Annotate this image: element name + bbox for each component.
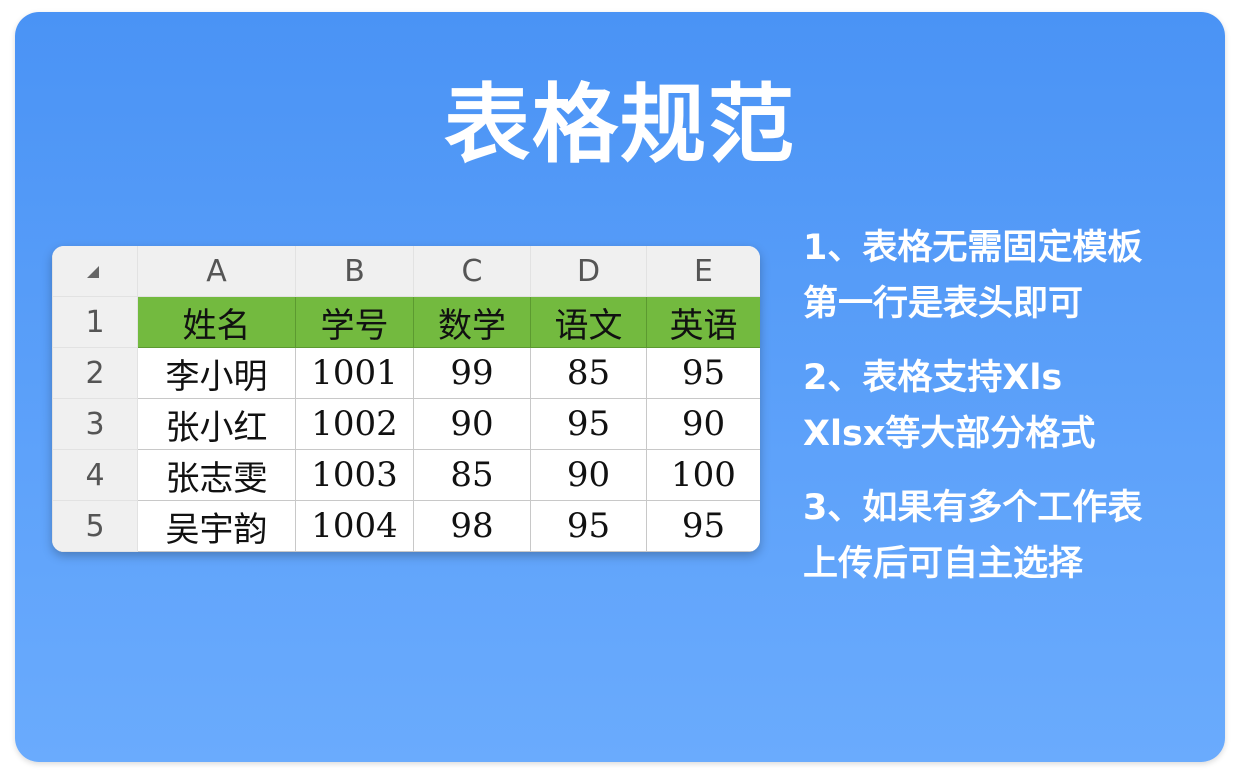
table-cell[interactable]: 1003 xyxy=(295,449,414,501)
note-item: 1、表格无需固定模板 第一行是表头即可 xyxy=(803,220,1142,332)
select-all-triangle-icon xyxy=(87,266,99,278)
header-cell[interactable]: 英语 xyxy=(646,296,760,348)
table-row: 4 张志雯 1003 85 90 100 xyxy=(52,449,760,501)
table-cell[interactable]: 95 xyxy=(646,500,760,552)
note-line: 上传后可自主选择 xyxy=(803,544,1084,584)
spreadsheet-preview: A B C D E 1 姓名 学号 数学 语文 英语 2 李小明 1001 99 85 95 3 张小红 1… xyxy=(52,246,760,552)
spreadsheet-table: A B C D E 1 姓名 学号 数学 语文 英语 2 李小明 1001 99 85 95 3 张小红 1… xyxy=(52,246,760,552)
table-cell[interactable]: 95 xyxy=(530,398,647,450)
table-cell[interactable]: 张小红 xyxy=(137,398,296,450)
note-line: 3、如果有多个工作表 xyxy=(803,488,1143,528)
column-header-row: A B C D E xyxy=(52,246,760,297)
table-cell[interactable]: 1002 xyxy=(295,398,414,450)
column-header[interactable]: E xyxy=(646,246,760,297)
table-cell[interactable]: 99 xyxy=(413,347,531,399)
table-cell[interactable]: 90 xyxy=(646,398,760,450)
row-number[interactable]: 5 xyxy=(52,500,138,552)
note-line: 第一行是表头即可 xyxy=(803,284,1084,324)
table-cell[interactable]: 张志雯 xyxy=(137,449,296,501)
table-row: 5 吴宇韵 1004 98 95 95 xyxy=(52,500,760,552)
page-title: 表格规范 xyxy=(444,75,796,175)
note-line: Xlsx等大部分格式 xyxy=(803,414,1096,454)
note-line: 1、表格无需固定模板 xyxy=(803,228,1143,268)
table-cell[interactable]: 90 xyxy=(530,449,647,501)
row-number[interactable]: 1 xyxy=(52,296,138,348)
table-cell[interactable]: 90 xyxy=(413,398,531,450)
header-cell[interactable]: 学号 xyxy=(295,296,414,348)
select-all-corner[interactable] xyxy=(52,246,138,297)
table-cell[interactable]: 85 xyxy=(530,347,647,399)
table-row: 2 李小明 1001 99 85 95 xyxy=(52,347,760,399)
row-number[interactable]: 3 xyxy=(52,398,138,450)
table-cell[interactable]: 1004 xyxy=(295,500,414,552)
table-cell[interactable]: 吴宇韵 xyxy=(137,500,296,552)
table-cell[interactable]: 85 xyxy=(413,449,531,501)
row-number[interactable]: 2 xyxy=(52,347,138,399)
notes-list: 1、表格无需固定模板 第一行是表头即可 2、表格支持Xls Xlsx等大部分格式 3… xyxy=(803,220,1142,610)
header-cell[interactable]: 姓名 xyxy=(137,296,296,348)
column-header[interactable]: B xyxy=(295,246,414,297)
note-item: 2、表格支持Xls Xlsx等大部分格式 xyxy=(803,350,1142,462)
row-number[interactable]: 4 xyxy=(52,449,138,501)
table-cell[interactable]: 李小明 xyxy=(137,347,296,399)
column-header[interactable]: D xyxy=(530,246,647,297)
column-header[interactable]: C xyxy=(413,246,531,297)
header-cell[interactable]: 数学 xyxy=(413,296,531,348)
table-row: 3 张小红 1002 90 95 90 xyxy=(52,398,760,450)
note-line: 2、表格支持Xls xyxy=(803,358,1063,398)
table-cell[interactable]: 98 xyxy=(413,500,531,552)
header-row: 1 姓名 学号 数学 语文 英语 xyxy=(52,296,760,348)
header-cell[interactable]: 语文 xyxy=(530,296,647,348)
table-cell[interactable]: 95 xyxy=(646,347,760,399)
table-cell[interactable]: 100 xyxy=(646,449,760,501)
table-cell[interactable]: 1001 xyxy=(295,347,414,399)
note-item: 3、如果有多个工作表 上传后可自主选择 xyxy=(803,480,1142,592)
table-cell[interactable]: 95 xyxy=(530,500,647,552)
column-header[interactable]: A xyxy=(137,246,296,297)
